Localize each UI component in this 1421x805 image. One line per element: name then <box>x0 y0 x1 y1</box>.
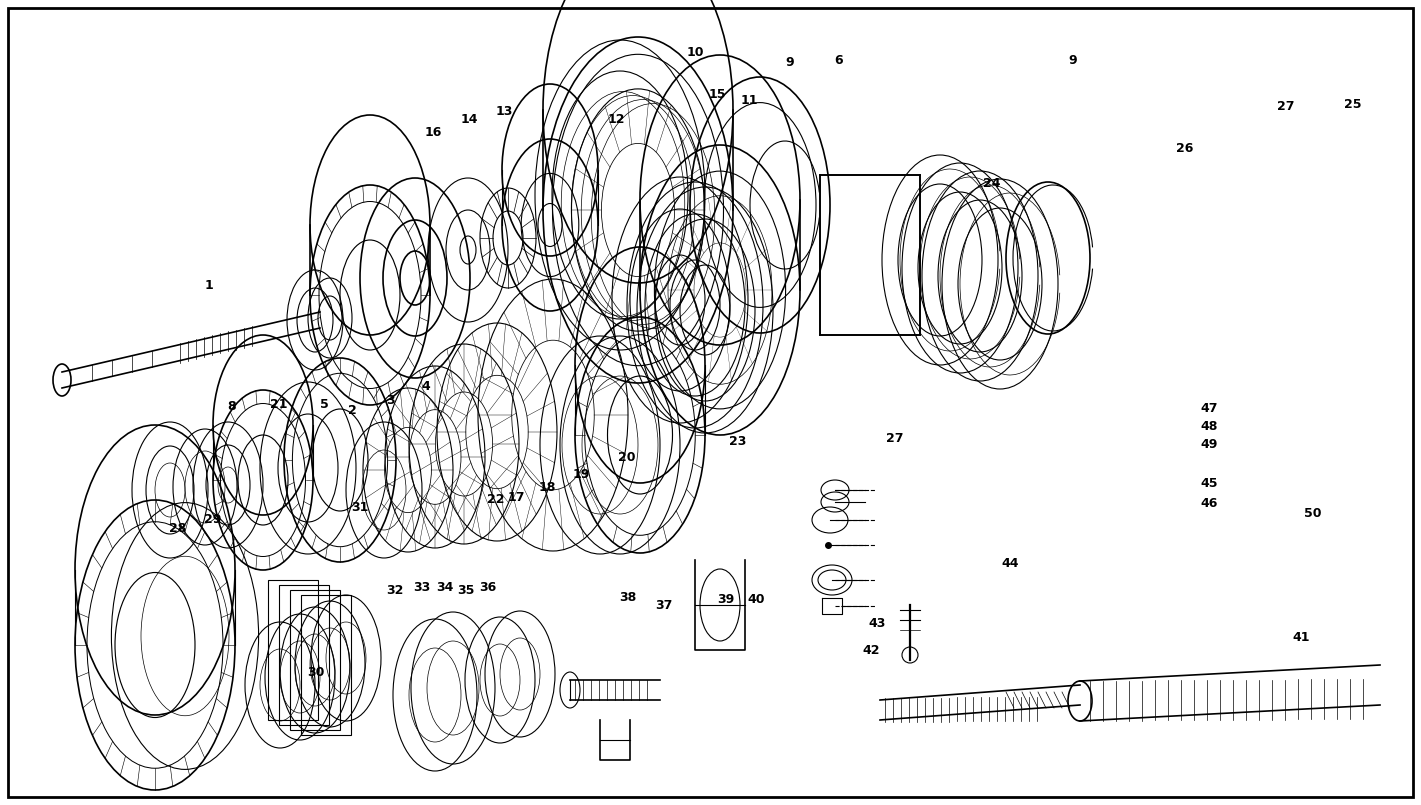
Text: 19: 19 <box>573 469 590 481</box>
Text: 23: 23 <box>729 435 746 448</box>
Text: 24: 24 <box>983 177 1000 190</box>
Text: 44: 44 <box>1002 557 1019 570</box>
Text: 31: 31 <box>351 501 368 514</box>
Text: 4: 4 <box>422 380 431 393</box>
Text: 49: 49 <box>1201 438 1218 451</box>
Text: 39: 39 <box>718 593 735 606</box>
Text: 36: 36 <box>479 581 496 594</box>
Text: 9: 9 <box>786 56 794 69</box>
Text: 9: 9 <box>1069 54 1077 67</box>
Text: 14: 14 <box>460 113 477 126</box>
Text: 21: 21 <box>270 398 287 411</box>
Text: 6: 6 <box>834 54 843 67</box>
Text: 10: 10 <box>686 46 703 59</box>
Text: 16: 16 <box>425 126 442 139</box>
Text: 1: 1 <box>205 279 213 292</box>
Text: 48: 48 <box>1201 420 1218 433</box>
Text: 45: 45 <box>1201 477 1218 489</box>
Text: 40: 40 <box>747 593 764 606</box>
Text: 42: 42 <box>863 644 880 657</box>
Text: 38: 38 <box>620 591 637 604</box>
Text: 15: 15 <box>709 89 726 101</box>
Text: 43: 43 <box>868 617 885 630</box>
Text: 27: 27 <box>887 432 904 445</box>
Text: 20: 20 <box>618 451 635 464</box>
Text: 28: 28 <box>169 522 186 535</box>
Text: 12: 12 <box>608 113 625 126</box>
Text: 3: 3 <box>387 394 395 407</box>
Text: 50: 50 <box>1304 507 1322 520</box>
Text: 2: 2 <box>348 404 357 417</box>
Text: 8: 8 <box>227 400 236 413</box>
Text: 26: 26 <box>1177 142 1194 155</box>
Text: 17: 17 <box>507 491 524 504</box>
Text: 33: 33 <box>414 581 431 594</box>
Text: 11: 11 <box>740 94 757 107</box>
Text: 25: 25 <box>1344 98 1361 111</box>
Text: 41: 41 <box>1293 631 1310 644</box>
Text: 46: 46 <box>1201 497 1218 510</box>
Text: 34: 34 <box>436 581 453 594</box>
Text: 18: 18 <box>539 481 556 493</box>
Text: 37: 37 <box>655 599 672 612</box>
Text: 30: 30 <box>307 666 324 679</box>
Text: 5: 5 <box>320 398 328 411</box>
Text: 13: 13 <box>496 105 513 118</box>
Text: 29: 29 <box>205 513 222 526</box>
Text: 27: 27 <box>1277 100 1295 113</box>
Text: 22: 22 <box>487 493 504 506</box>
Text: 35: 35 <box>458 584 475 597</box>
Text: 47: 47 <box>1201 402 1218 415</box>
Text: 32: 32 <box>387 584 404 597</box>
